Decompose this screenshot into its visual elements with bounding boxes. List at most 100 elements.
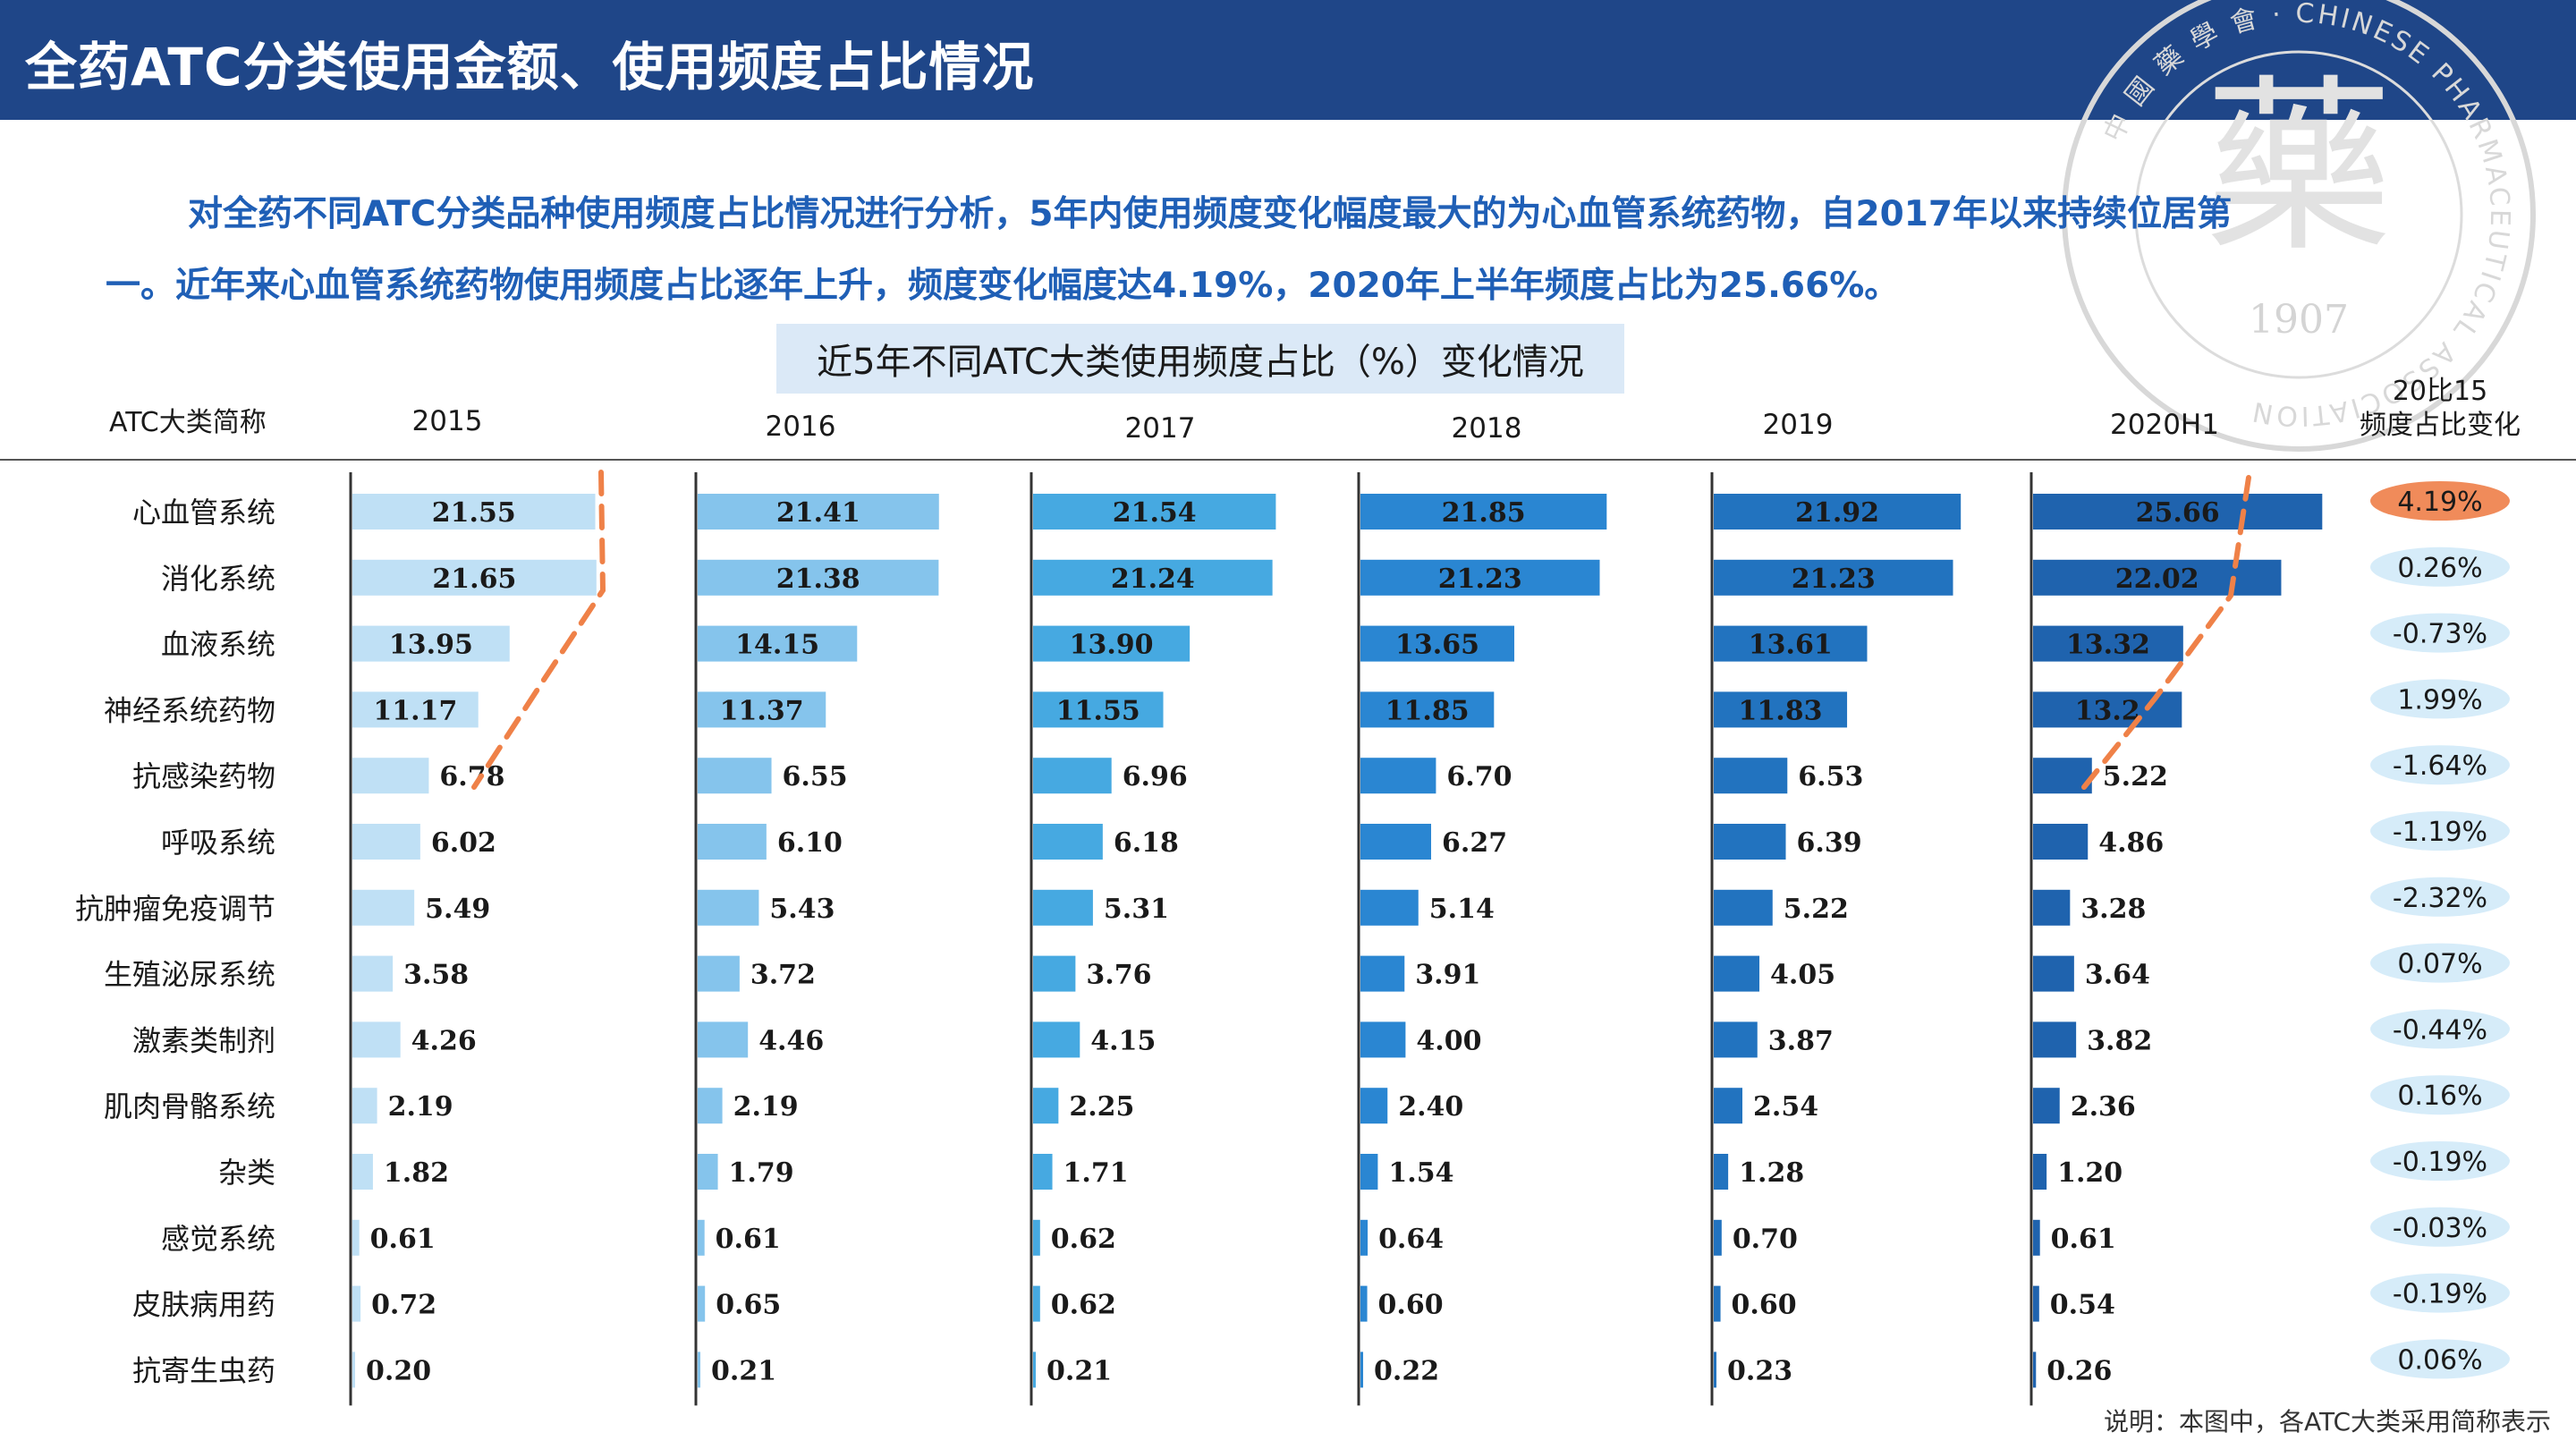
bar xyxy=(698,1154,718,1190)
bar xyxy=(1360,758,1436,794)
bar xyxy=(698,889,759,926)
bar xyxy=(352,1088,377,1124)
bar-value-label: 0.72 xyxy=(371,1290,436,1321)
bar-value-label: 3.72 xyxy=(750,960,816,991)
chart-title: 近5年不同ATC大类使用频度占比（%）变化情况 xyxy=(817,342,1584,383)
bar-value-label: 0.61 xyxy=(370,1224,436,1255)
change-bubble xyxy=(2370,547,2510,587)
bar xyxy=(1360,1285,1368,1322)
series-year-label: 2020H1 xyxy=(2110,409,2219,441)
change-bubble-highlight xyxy=(2370,481,2510,521)
bar-value-label: 21.92 xyxy=(1795,497,1879,529)
series-year-label: 2016 xyxy=(766,411,836,443)
bar-value-label: 0.65 xyxy=(716,1290,781,1321)
change-value: 4.19% xyxy=(2397,487,2482,518)
bar-value-label: 0.20 xyxy=(366,1355,431,1386)
series-year-label: 2019 xyxy=(1763,409,1834,441)
category-label: 抗寄生虫药 xyxy=(132,1353,275,1387)
footnote: 说明：本图中，各ATC大类采用简称表示 xyxy=(2104,1407,2551,1436)
bar-value-label: 21.55 xyxy=(432,497,516,529)
bar xyxy=(1033,625,1191,662)
bar xyxy=(1033,1285,1040,1322)
bar xyxy=(1360,559,1600,596)
bar xyxy=(2033,494,2323,530)
change-value: -0.44% xyxy=(2393,1014,2487,1046)
bar-value-label: 0.23 xyxy=(1727,1355,1792,1386)
bar xyxy=(352,824,420,860)
category-label: 血液系统 xyxy=(161,628,275,662)
trend-line-2015 xyxy=(471,470,606,790)
intro-paragraph-line-1: 对全药不同ATC分类品种使用频度占比情况进行分析，5年内使用频度变化幅度最大的为… xyxy=(188,194,2233,234)
category-label: 肌肉骨骼系统 xyxy=(104,1089,275,1123)
bar xyxy=(698,955,740,992)
change-value: -0.73% xyxy=(2393,619,2487,650)
change-value: 0.16% xyxy=(2397,1080,2482,1112)
bar-value-label: 3.28 xyxy=(2080,894,2146,925)
bar-value-label: 21.24 xyxy=(1111,564,1195,595)
chart-title-box: 近5年不同ATC大类使用频度占比（%）变化情况 xyxy=(776,324,1624,394)
bar-value-label: 21.54 xyxy=(1113,497,1197,529)
change-bubble xyxy=(2370,877,2510,917)
category-label: 呼吸系统 xyxy=(161,826,275,860)
category-label: 感觉系统 xyxy=(161,1222,275,1256)
bar xyxy=(698,824,767,860)
change-value: -0.19% xyxy=(2393,1147,2487,1178)
bar-value-label: 11.37 xyxy=(720,695,804,726)
bar xyxy=(1033,889,1093,926)
bar xyxy=(1714,889,1773,926)
bar-value-label: 0.60 xyxy=(1378,1290,1444,1321)
seal-glyph: 藥 xyxy=(2205,58,2393,277)
change-bubble xyxy=(2370,1141,2510,1181)
bar-value-label: 6.39 xyxy=(1797,827,1862,859)
bar xyxy=(1714,1352,1716,1388)
bar xyxy=(1714,691,1848,728)
bar xyxy=(352,758,429,794)
category-label: 抗肿瘤免疫调节 xyxy=(75,892,275,926)
bar-value-label: 0.22 xyxy=(1374,1355,1439,1386)
bar xyxy=(1360,1088,1388,1124)
change-bubble xyxy=(2370,1207,2510,1247)
bar-value-label: 1.71 xyxy=(1063,1157,1129,1189)
bar xyxy=(352,889,415,926)
bar xyxy=(1714,758,1788,794)
category-label: 消化系统 xyxy=(161,562,275,596)
change-value: -2.32% xyxy=(2393,883,2487,914)
bar xyxy=(1714,625,1868,662)
bar-value-label: 0.62 xyxy=(1051,1290,1116,1321)
bar xyxy=(352,1219,360,1256)
bar-value-label: 21.23 xyxy=(1792,564,1876,595)
bar-value-label: 2.36 xyxy=(2071,1091,2136,1123)
bar xyxy=(1360,691,1495,728)
change-header-line-2: 频度占比变化 xyxy=(2360,410,2521,441)
bar xyxy=(1714,1021,1758,1058)
bar xyxy=(1033,1021,1080,1058)
change-bubble xyxy=(2370,1273,2510,1313)
bar xyxy=(352,494,596,530)
change-value: -1.64% xyxy=(2393,750,2487,782)
bar xyxy=(2033,955,2074,992)
bar-value-label: 0.21 xyxy=(711,1355,776,1386)
bar xyxy=(352,955,394,992)
bar-value-label: 1.54 xyxy=(1388,1157,1453,1189)
bar xyxy=(1360,1154,1378,1190)
bar xyxy=(1033,559,1273,596)
bar-value-label: 0.61 xyxy=(2051,1224,2116,1255)
bar xyxy=(1714,824,1786,860)
bar-value-label: 13.65 xyxy=(1395,630,1479,661)
bar-value-label: 14.15 xyxy=(735,630,819,661)
bar xyxy=(2033,1352,2037,1388)
bar xyxy=(2033,889,2071,926)
bar xyxy=(1033,494,1276,530)
bar-value-label: 1.20 xyxy=(2057,1157,2123,1189)
category-label: 抗感染药物 xyxy=(132,759,275,793)
bar-value-label: 2.40 xyxy=(1398,1091,1463,1123)
change-bubble xyxy=(2370,1009,2510,1049)
bar-value-label: 13.95 xyxy=(389,630,473,661)
bar xyxy=(1360,494,1607,530)
bar-value-label: 0.60 xyxy=(1732,1290,1797,1321)
bar-value-label: 21.65 xyxy=(432,564,516,595)
category-label: 生殖泌尿系统 xyxy=(104,958,275,992)
bar-value-label: 6.02 xyxy=(431,827,496,859)
trend-line-2020h1 xyxy=(2081,475,2251,790)
bar-value-label: 5.31 xyxy=(1104,894,1169,925)
